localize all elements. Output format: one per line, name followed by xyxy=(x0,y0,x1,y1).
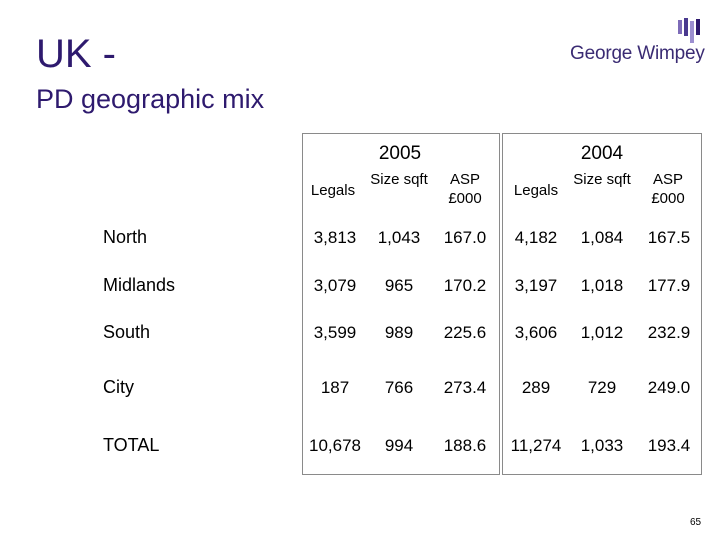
year-heading-2005: 2005 xyxy=(378,143,422,164)
table-cell: 232.9 xyxy=(647,323,691,342)
table-cell: 3,079 xyxy=(313,276,357,295)
table-cell: 273.4 xyxy=(443,378,487,397)
col-header-legals-2004: Legals xyxy=(513,182,559,199)
table-cell: 249.0 xyxy=(647,378,691,397)
table-cell: 11,274 xyxy=(510,436,562,455)
table-cell: 187 xyxy=(320,378,350,397)
table-cell: 1,012 xyxy=(580,323,624,342)
row-label: North xyxy=(103,227,148,247)
table-cell: 193.4 xyxy=(647,436,691,455)
table-frame-2005 xyxy=(302,133,500,475)
table-cell: 10,678 xyxy=(309,436,361,455)
table-cell: 1,033 xyxy=(580,436,624,455)
table-cell: 3,197 xyxy=(514,276,558,295)
table-cell: 729 xyxy=(587,378,617,397)
table-cell: 188.6 xyxy=(443,436,487,455)
table-cell: 170.2 xyxy=(443,276,487,295)
table-cell: 3,813 xyxy=(313,228,357,247)
logo-bars-icon xyxy=(678,18,700,43)
table-cell: 766 xyxy=(384,378,414,397)
page-number: 65 xyxy=(690,517,702,528)
col-header-asp-2004: ASP £000 xyxy=(651,171,685,207)
table-cell: 965 xyxy=(384,276,414,295)
row-label: South xyxy=(103,322,151,342)
slide-title: UK - xyxy=(36,32,116,76)
table-cell: 167.0 xyxy=(443,228,487,247)
george-wimpey-logo: George Wimpey xyxy=(566,18,705,70)
table-frame-2004 xyxy=(502,133,702,475)
col-header-size-2005: Size sqft xyxy=(370,171,428,188)
table-cell: 3,599 xyxy=(313,323,357,342)
table-cell: 225.6 xyxy=(443,323,487,342)
row-label: Midlands xyxy=(103,275,176,295)
logo-text: George Wimpey xyxy=(570,43,705,64)
col-header-legals-2005: Legals xyxy=(310,182,356,199)
table-cell: 994 xyxy=(384,436,414,455)
table-cell: 167.5 xyxy=(647,228,691,247)
year-heading-2004: 2004 xyxy=(580,143,624,164)
table-cell: 1,018 xyxy=(580,276,624,295)
table-cell: 4,182 xyxy=(514,228,558,247)
col-header-size-2004: Size sqft xyxy=(573,171,631,188)
table-cell: 989 xyxy=(384,323,414,342)
slide-subtitle: PD geographic mix xyxy=(36,84,265,114)
col-header-asp-2005: ASP £000 xyxy=(448,171,482,207)
table-cell: 3,606 xyxy=(514,323,558,342)
row-label: TOTAL xyxy=(103,435,160,455)
table-cell: 1,043 xyxy=(377,228,421,247)
row-label: City xyxy=(103,377,134,397)
table-cell: 177.9 xyxy=(647,276,691,295)
table-cell: 289 xyxy=(521,378,551,397)
table-cell: 1,084 xyxy=(580,228,624,247)
